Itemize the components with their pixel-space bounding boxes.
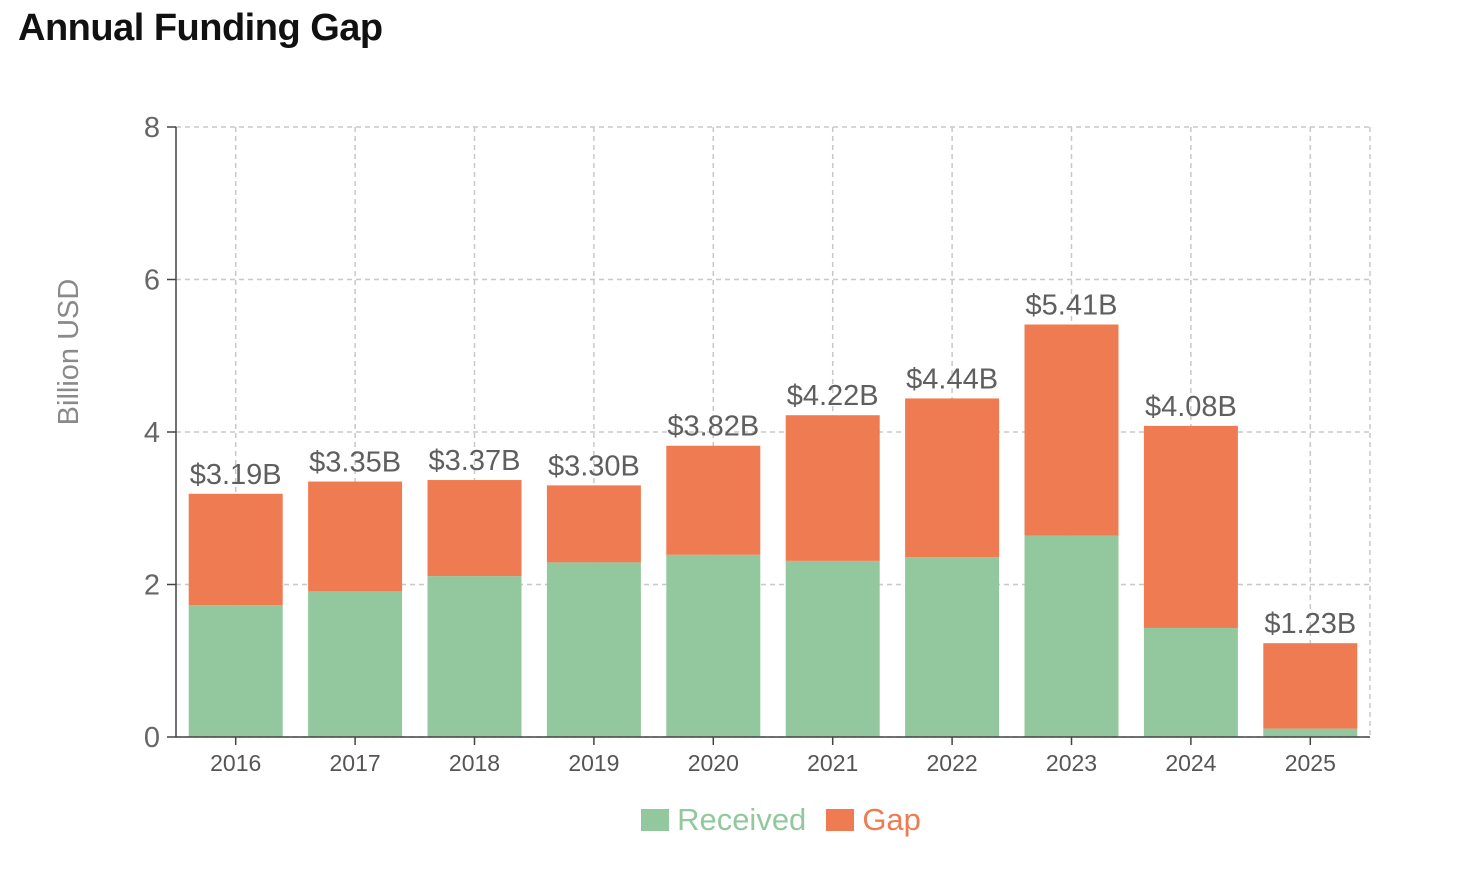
x-tick-label: 2023 bbox=[1046, 750, 1097, 776]
legend-item-gap[interactable]: Gap bbox=[826, 802, 921, 838]
legend: Received Gap bbox=[0, 802, 1472, 838]
bar-received-2017[interactable] bbox=[308, 591, 403, 737]
bar-gap-2017[interactable] bbox=[308, 481, 403, 592]
y-tick-label: 6 bbox=[144, 265, 160, 297]
x-tick-label: 2024 bbox=[1165, 750, 1216, 776]
bar-gap-2016[interactable] bbox=[188, 493, 283, 606]
legend-label-received: Received bbox=[677, 802, 807, 837]
x-tick-label: 2018 bbox=[449, 750, 500, 776]
x-tick-label: 2020 bbox=[688, 750, 739, 776]
bar-gap-2018[interactable] bbox=[427, 480, 522, 577]
bar-received-2023[interactable] bbox=[1024, 535, 1119, 737]
bar-gap-2025[interactable] bbox=[1263, 643, 1358, 729]
y-tick-label: 8 bbox=[144, 112, 160, 144]
y-tick-label: 4 bbox=[144, 417, 160, 449]
bar-gap-2019[interactable] bbox=[546, 485, 641, 563]
bar-received-2021[interactable] bbox=[785, 560, 880, 737]
data-label-2016: $3.19B bbox=[190, 459, 282, 491]
data-label-2020: $3.82B bbox=[667, 411, 759, 443]
data-label-2018: $3.37B bbox=[429, 445, 521, 477]
legend-swatch-received bbox=[641, 809, 670, 831]
legend-swatch-gap bbox=[826, 809, 855, 831]
y-tick-label: 0 bbox=[144, 722, 160, 754]
bar-received-2016[interactable] bbox=[188, 605, 283, 737]
data-label-2019: $3.30B bbox=[548, 450, 640, 482]
data-label-2022: $4.44B bbox=[906, 363, 998, 395]
legend-label-gap: Gap bbox=[862, 802, 921, 837]
y-axis-title: Billion USD bbox=[53, 279, 85, 426]
bar-gap-2020[interactable] bbox=[666, 445, 761, 555]
data-label-2023: $5.41B bbox=[1026, 289, 1118, 321]
chart-title: Annual Funding Gap bbox=[18, 7, 383, 49]
bar-received-2019[interactable] bbox=[546, 562, 641, 737]
bar-gap-2024[interactable] bbox=[1143, 425, 1238, 628]
bar-received-2018[interactable] bbox=[427, 576, 522, 737]
bar-gap-2023[interactable] bbox=[1024, 324, 1119, 536]
data-label-2025: $1.23B bbox=[1264, 608, 1356, 640]
x-tick-label: 2022 bbox=[927, 750, 978, 776]
y-tick-label: 2 bbox=[144, 570, 160, 602]
bar-received-2024[interactable] bbox=[1143, 627, 1238, 737]
data-label-2017: $3.35B bbox=[309, 447, 401, 479]
x-tick-label: 2017 bbox=[330, 750, 381, 776]
bar-received-2025[interactable] bbox=[1263, 728, 1358, 737]
bar-received-2022[interactable] bbox=[905, 557, 1000, 737]
x-tick-label: 2025 bbox=[1285, 750, 1336, 776]
data-label-2024: $4.08B bbox=[1145, 391, 1237, 423]
bar-gap-2021[interactable] bbox=[785, 415, 880, 561]
bar-gap-2022[interactable] bbox=[905, 398, 1000, 558]
x-tick-label: 2016 bbox=[210, 750, 261, 776]
bar-received-2020[interactable] bbox=[666, 554, 761, 737]
x-tick-label: 2019 bbox=[568, 750, 619, 776]
data-label-2021: $4.22B bbox=[787, 380, 879, 412]
x-tick-label: 2021 bbox=[807, 750, 858, 776]
legend-item-received[interactable]: Received bbox=[551, 802, 806, 838]
